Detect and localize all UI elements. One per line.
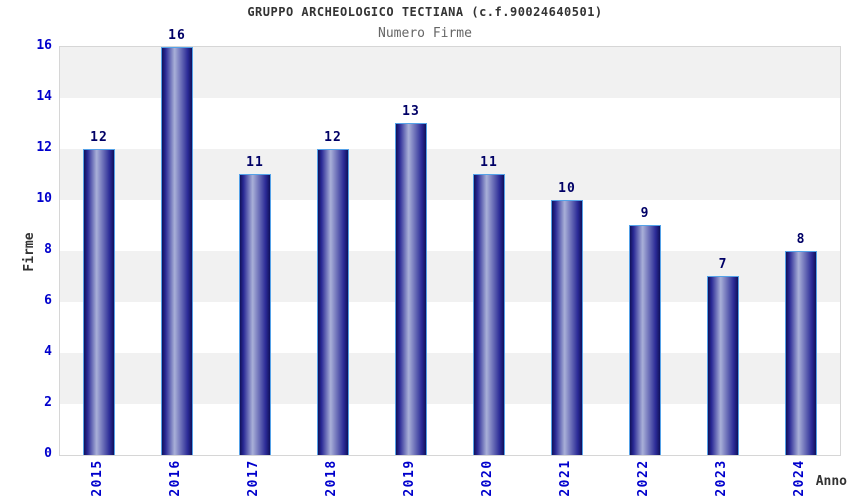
y-tick-2: 2 (44, 395, 52, 410)
x-tick-2019: 2019 (402, 459, 417, 497)
bar-value-label: 8 (796, 232, 806, 247)
bar-2016 (161, 47, 193, 455)
chart-subtitle: Numero Firme (378, 26, 472, 41)
y-tick-14: 14 (36, 89, 52, 104)
bar-2022 (629, 225, 661, 455)
x-tick-2015: 2015 (90, 459, 105, 497)
y-tick-6: 6 (44, 293, 52, 308)
chart-title: GRUPPO ARCHEOLOGICO TECTIANA (c.f.900246… (247, 5, 603, 19)
bar-value-label: 11 (246, 155, 264, 170)
plot-area: 12 16 11 12 13 11 10 9 7 8 (59, 28, 841, 456)
bar-value-label: 16 (168, 28, 186, 43)
x-tick-2024: 2024 (792, 459, 807, 497)
x-tick-2023: 2023 (714, 459, 729, 497)
x-tick-2018: 2018 (324, 459, 339, 497)
bar-2023 (707, 276, 739, 455)
y-axis-title: Firme (22, 232, 37, 272)
x-tick-2017: 2017 (246, 459, 261, 497)
y-tick-0: 0 (44, 446, 52, 461)
bar-2015 (83, 149, 115, 455)
x-tick-2021: 2021 (558, 459, 573, 497)
bar-2024 (785, 251, 817, 455)
bar-2021 (551, 200, 583, 455)
x-tick-2020: 2020 (480, 459, 495, 497)
bar-2018 (317, 149, 349, 455)
y-tick-4: 4 (44, 344, 52, 359)
y-tick-16: 16 (36, 38, 52, 53)
x-axis-title: Anno (815, 474, 847, 489)
y-tick-8: 8 (44, 242, 52, 257)
bar-value-label: 9 (640, 206, 650, 221)
bar-value-label: 11 (480, 155, 498, 170)
bar-value-label: 13 (402, 104, 420, 119)
y-tick-10: 10 (36, 191, 52, 206)
bar-value-label: 10 (558, 181, 576, 196)
bar-value-label: 12 (324, 130, 342, 145)
bar-value-label: 7 (718, 257, 728, 272)
bar-2017 (239, 174, 271, 455)
x-tick-2016: 2016 (168, 459, 183, 497)
bar-2020 (473, 174, 505, 455)
x-tick-2022: 2022 (636, 459, 651, 497)
bar-value-label: 12 (90, 130, 108, 145)
y-tick-12: 12 (36, 140, 52, 155)
bar-2019 (395, 123, 427, 455)
